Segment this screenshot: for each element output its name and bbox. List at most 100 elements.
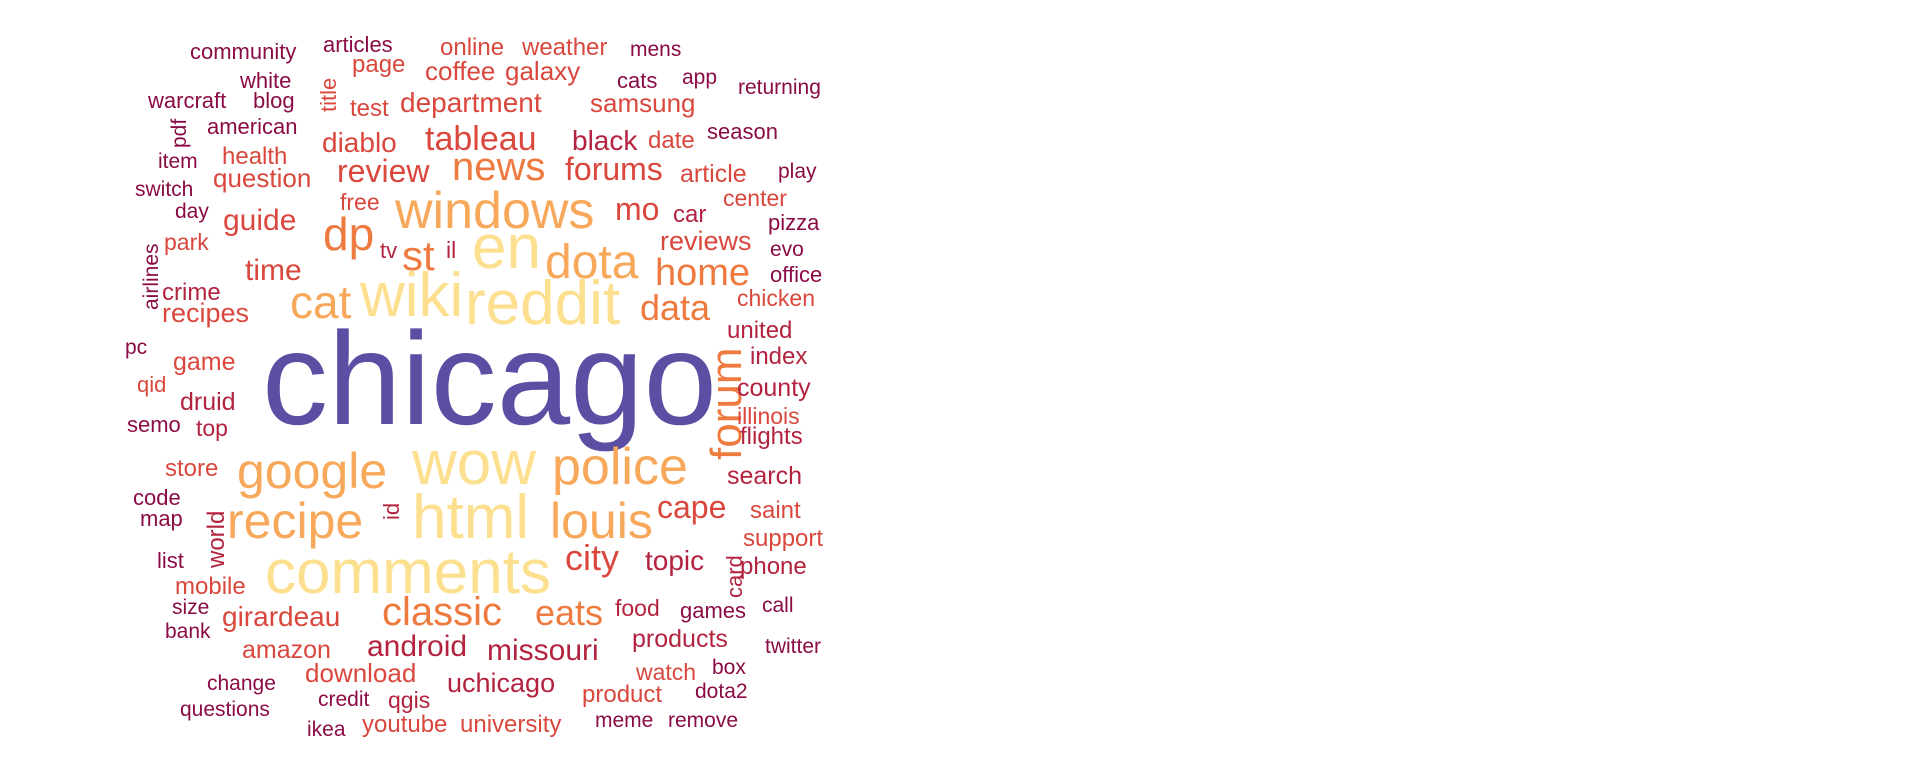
word-articles: articles [323, 32, 393, 57]
word-reviews: reviews [660, 226, 752, 256]
word-chicken: chicken [737, 285, 815, 311]
word-mens: mens [630, 38, 681, 61]
word-home: home [655, 252, 750, 294]
word-pizza: pizza [768, 210, 820, 235]
word-cape: cape [657, 489, 726, 525]
word-credit: credit [318, 688, 370, 711]
word-play: play [778, 160, 817, 183]
word-returning: returning [738, 76, 821, 99]
word-index: index [750, 343, 807, 370]
word-review: review [337, 153, 430, 189]
word-call: call [762, 594, 794, 617]
word-switch: switch [135, 178, 193, 201]
word-county: county [737, 374, 811, 402]
word-article: article [680, 160, 747, 188]
word-cat: cat [290, 276, 352, 328]
word-comments: comments [265, 538, 551, 607]
word-missouri: missouri [487, 634, 599, 667]
word-twitter: twitter [765, 635, 821, 658]
word-store: store [165, 455, 218, 482]
word-support: support [743, 525, 823, 552]
word-saint: saint [750, 497, 801, 524]
word-world: world [203, 511, 230, 569]
word-change: change [207, 672, 276, 695]
word-car: car [673, 201, 706, 228]
word-girardeau: girardeau [222, 601, 340, 632]
word-tv: tv [380, 238, 397, 263]
word-dp: dp [323, 208, 374, 260]
word-tableau: tableau [425, 120, 537, 158]
word-classic: classic [382, 590, 502, 634]
word-coffee: coffee [425, 56, 495, 86]
word-crime: crime [162, 279, 221, 306]
word-online: online [440, 34, 504, 61]
word-galaxy: galaxy [505, 56, 580, 86]
word-united: united [727, 317, 792, 344]
word-evo: evo [770, 238, 804, 261]
word-blog: blog [253, 88, 295, 113]
word-windows: windows [394, 182, 594, 240]
word-community: community [190, 39, 296, 64]
word-code: code [133, 485, 181, 510]
word-bank: bank [165, 620, 211, 643]
word-flights: flights [740, 423, 803, 450]
word-data: data [640, 287, 711, 328]
word-wiki: wiki [359, 261, 463, 330]
word-recipe: recipe [227, 493, 363, 549]
word-download: download [305, 658, 416, 688]
word-qid: qid [137, 372, 166, 397]
word-card: card [722, 555, 747, 598]
word-page: page [352, 51, 405, 78]
word-cats: cats [617, 68, 657, 93]
word-products: products [632, 625, 728, 653]
word-police: police [552, 438, 688, 496]
word-app: app [682, 66, 717, 89]
word-eats: eats [535, 592, 603, 633]
word-office: office [770, 262, 822, 287]
word-mobile: mobile [175, 573, 246, 600]
word-watch: watch [635, 659, 696, 685]
word-park: park [164, 229, 209, 255]
word-games: games [680, 598, 746, 623]
word-youtube: youtube [362, 711, 447, 738]
word-samsung: samsung [590, 88, 696, 118]
word-title: title [316, 78, 341, 112]
word-center: center [723, 185, 787, 211]
word-phone: phone [740, 553, 807, 580]
word-ikea: ikea [307, 718, 346, 741]
word-amazon: amazon [242, 636, 331, 664]
word-day: day [175, 200, 209, 223]
word-date: date [648, 127, 695, 154]
word-box: box [712, 656, 746, 679]
word-free: free [340, 189, 380, 215]
word-size: size [172, 596, 209, 619]
word-pc: pc [125, 336, 147, 359]
word-louis: louis [550, 493, 653, 549]
word-google: google [237, 443, 387, 499]
word-weather: weather [521, 34, 607, 61]
word-item: item [158, 150, 198, 173]
word-search: search [727, 462, 802, 490]
word-warcraft: warcraft [147, 88, 226, 113]
word-id: id [379, 503, 404, 520]
word-department: department [400, 87, 542, 118]
word-top: top [196, 415, 228, 441]
word-android: android [367, 630, 467, 663]
word-reddit: reddit [465, 269, 620, 338]
word-mo: mo [615, 191, 659, 227]
word-wow: wow [411, 429, 536, 498]
word-en: en [472, 213, 541, 282]
word-topic: topic [645, 545, 704, 576]
word-forum: forum [702, 348, 751, 460]
word-university: university [460, 711, 561, 738]
word-list: list [157, 548, 184, 573]
word-american: american [207, 114, 297, 139]
word-product: product [582, 681, 662, 708]
word-qgis: qgis [388, 687, 430, 713]
word-forums: forums [565, 151, 663, 187]
word-black: black [572, 125, 638, 156]
word-recipes: recipes [162, 298, 249, 328]
word-remove: remove [668, 709, 738, 732]
word-html: html [412, 483, 529, 552]
word-dota2: dota2 [695, 680, 748, 703]
